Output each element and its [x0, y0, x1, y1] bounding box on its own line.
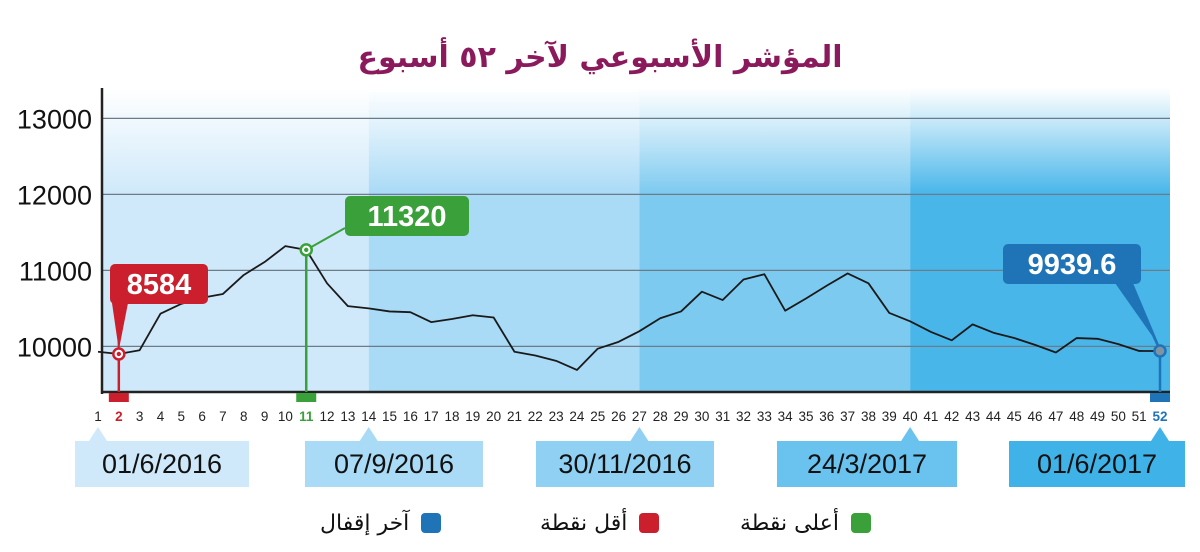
- x-tick-label: 50: [1111, 409, 1126, 424]
- x-tick-label: 2: [115, 409, 123, 424]
- callout-box-last: [1003, 244, 1141, 284]
- point-marker-last: [1153, 344, 1167, 358]
- x-tick-label: 38: [861, 409, 876, 424]
- point-marker-dot: [304, 247, 309, 253]
- callout-pointer: [1115, 283, 1160, 347]
- legend-swatch-last: [421, 513, 442, 533]
- x-tick-highlight: [108, 393, 129, 402]
- y-tick-label: 13000: [17, 104, 92, 134]
- x-tick-label: 43: [965, 409, 980, 424]
- x-tick-label: 29: [674, 409, 689, 424]
- x-tick-label: 17: [424, 409, 439, 424]
- x-tick-label: 21: [507, 409, 522, 424]
- x-tick-label: 23: [549, 409, 564, 424]
- x-tick-label: 18: [444, 409, 459, 424]
- x-tick-label: 28: [653, 409, 668, 424]
- x-tick-label: 27: [632, 409, 647, 424]
- date-marker-pointer: [89, 427, 107, 441]
- background-fade: [102, 88, 1170, 390]
- date-marker-pointer: [901, 427, 920, 441]
- callout-label-low: 8584: [127, 269, 192, 301]
- x-tick-label: 26: [611, 409, 626, 424]
- x-tick-label: 14: [361, 409, 377, 424]
- x-tick-label: 5: [178, 409, 186, 424]
- date-marker-box: 24/3/2017: [777, 441, 957, 487]
- x-tick-label: 13: [340, 409, 355, 424]
- x-tick-label: 25: [590, 409, 605, 424]
- x-tick-label: 42: [944, 409, 959, 424]
- legend-label-low: أقل نقطة: [540, 510, 628, 536]
- x-tick-label: 41: [923, 409, 938, 424]
- y-tick-label: 10000: [17, 332, 92, 362]
- x-tick-label: 12: [320, 409, 335, 424]
- x-tick-label: 51: [1132, 409, 1147, 424]
- x-tick-label: 3: [136, 409, 144, 424]
- x-tick-label: 48: [1069, 409, 1084, 424]
- legend-swatch-low: [639, 513, 660, 533]
- x-tick-highlight: [296, 393, 317, 402]
- x-tick-label: 47: [1048, 409, 1063, 424]
- callout-label-last: 9939.6: [1028, 249, 1117, 281]
- x-tick-label: 19: [465, 409, 480, 424]
- x-tick-label: 22: [528, 409, 543, 424]
- x-tick-label: 32: [736, 409, 751, 424]
- x-tick-label: 11: [299, 409, 314, 424]
- legend-item-high: أعلى نقطة: [740, 506, 871, 540]
- x-tick-label: 39: [882, 409, 897, 424]
- x-tick-label: 36: [819, 409, 834, 424]
- callout-label-high: 11320: [367, 201, 446, 233]
- callout-box-high: [345, 196, 469, 236]
- x-tick-label: 6: [198, 409, 206, 424]
- y-tick-label: 11000: [19, 256, 92, 286]
- date-marker-pointer: [630, 427, 649, 441]
- point-marker-dot: [116, 351, 122, 357]
- x-tick-label: 15: [382, 409, 397, 424]
- date-marker-box: 01/6/2017: [1009, 441, 1185, 487]
- x-tick-label: 46: [1028, 409, 1043, 424]
- x-tick-label: 20: [486, 409, 501, 424]
- x-tick-label: 8: [240, 409, 248, 424]
- callout-box-low: [110, 264, 208, 304]
- x-tick-label: 30: [694, 409, 709, 424]
- x-tick-label: 31: [715, 409, 730, 424]
- x-tick-highlight: [1150, 393, 1170, 402]
- legend-label-high: أعلى نقطة: [740, 510, 839, 536]
- date-marker-pointer: [359, 427, 378, 441]
- x-tick-label: 1: [94, 409, 102, 424]
- x-tick-label: 40: [903, 409, 918, 424]
- legend-item-last: آخر إقفال: [320, 506, 442, 540]
- x-tick-label: 10: [278, 409, 293, 424]
- x-tick-label: 45: [1007, 409, 1022, 424]
- x-tick-label: 33: [757, 409, 772, 424]
- y-tick-label: 12000: [17, 180, 92, 210]
- x-tick-label: 24: [569, 409, 585, 424]
- x-tick-label: 44: [986, 409, 1002, 424]
- callout-connector: [305, 227, 346, 251]
- x-tick-label: 34: [778, 409, 794, 424]
- date-marker-box: 30/11/2016: [536, 441, 714, 487]
- callout-pointer: [112, 303, 128, 350]
- x-tick-label: 9: [261, 409, 269, 424]
- date-marker-pointer: [1151, 427, 1169, 441]
- x-tick-label: 16: [403, 409, 418, 424]
- x-tick-label: 7: [219, 409, 227, 424]
- x-tick-label: 49: [1090, 409, 1105, 424]
- series-line: [97, 245, 1161, 371]
- legend-label-last: آخر إقفال: [320, 510, 410, 536]
- x-tick-label: 4: [157, 409, 165, 424]
- legend-item-low: أقل نقطة: [540, 506, 660, 540]
- x-tick-label: 52: [1152, 409, 1167, 424]
- legend-swatch-high: [850, 513, 871, 533]
- date-marker-box: 01/6/2016: [75, 441, 249, 487]
- x-tick-label: 35: [798, 409, 813, 424]
- date-marker-box: 07/9/2016: [305, 441, 483, 487]
- x-tick-label: 37: [840, 409, 855, 424]
- chart-title: المؤشر الأسبوعي لآخر ٥٢ أسبوع: [357, 40, 843, 75]
